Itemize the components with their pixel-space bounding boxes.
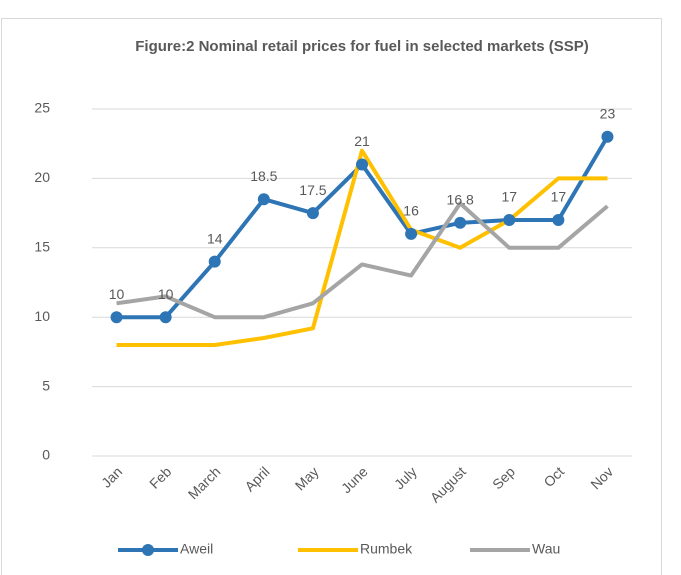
x-tick-label: Jan	[98, 463, 125, 490]
marker	[257, 193, 270, 206]
x-tick-label: July	[391, 463, 420, 492]
data-label: 18.5	[250, 168, 277, 184]
y-tick-label: 10	[34, 308, 50, 324]
legend-label: Aweil	[180, 541, 213, 557]
chart-title: Figure:2 Nominal retail prices for fuel …	[135, 38, 589, 55]
legend-label: Rumbek	[360, 541, 413, 557]
series-line	[116, 148, 608, 347]
x-tick-label: May	[292, 463, 322, 493]
marker	[503, 214, 516, 227]
legend-label: Wau	[532, 541, 560, 557]
y-tick-label: 5	[42, 377, 50, 393]
x-tick-label: April	[241, 463, 272, 494]
y-tick-label: 0	[42, 447, 50, 463]
marker	[454, 216, 467, 229]
x-tick-label: Nov	[587, 463, 616, 492]
marker	[601, 130, 614, 143]
y-tick-label: 25	[34, 100, 50, 116]
data-label: 10	[158, 286, 174, 302]
chart-border	[1, 18, 662, 575]
data-label: 16	[403, 203, 419, 219]
data-label: 21	[354, 133, 370, 149]
series-line	[116, 201, 609, 320]
x-tick-label: Sep	[489, 463, 518, 492]
data-label: 17	[501, 189, 517, 205]
data-label: 14	[207, 230, 223, 246]
legend-marker	[142, 544, 154, 556]
marker	[159, 311, 172, 324]
data-label: 17.5	[299, 182, 326, 198]
data-label: 16.8	[447, 192, 474, 208]
x-tick-label: August	[427, 463, 469, 505]
marker	[208, 255, 221, 268]
x-tick-label: June	[338, 463, 371, 496]
marker	[356, 158, 368, 171]
marker	[110, 311, 123, 324]
y-tick-label: 15	[34, 239, 50, 255]
data-label: 17	[551, 189, 567, 205]
data-label: 23	[600, 105, 616, 121]
y-tick-label: 20	[34, 169, 50, 185]
marker	[306, 207, 319, 220]
marker	[405, 227, 418, 240]
x-tick-label: March	[185, 463, 224, 502]
data-label: 10	[109, 286, 125, 302]
x-tick-label: Oct	[540, 463, 567, 490]
x-tick-label: Feb	[146, 463, 175, 492]
marker	[552, 214, 565, 227]
